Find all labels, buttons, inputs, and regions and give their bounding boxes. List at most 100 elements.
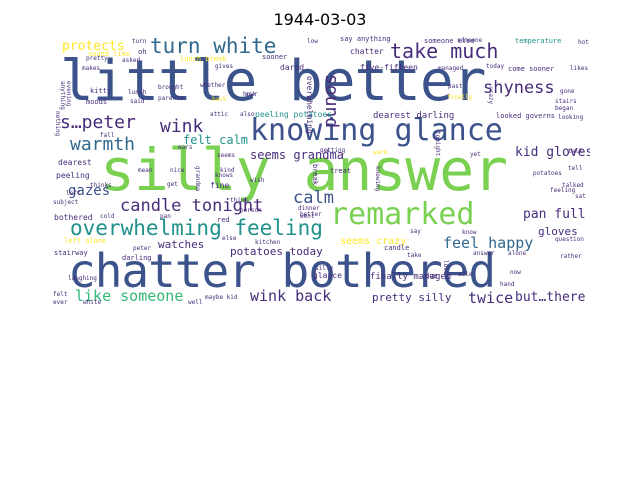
word-cloud-word: know [462, 229, 477, 236]
word-cloud-word: silly answer [100, 136, 508, 204]
word-cloud-word: sooner [262, 53, 288, 61]
word-cloud-word: sound like [88, 50, 131, 58]
word-cloud-word: felt calm [183, 133, 249, 147]
word-cloud-word: gives [215, 63, 234, 70]
word-cloud-word: lunch [128, 89, 147, 96]
word-cloud-word: warm [373, 149, 388, 156]
word-cloud-word: lunch break [180, 55, 227, 63]
word-cloud-word: potatoes [533, 170, 562, 177]
word-cloud-word: peeling potatoes [255, 110, 333, 119]
word-cloud-word: but…there [515, 290, 586, 305]
word-cloud-word: wink [160, 116, 204, 137]
word-cloud-word: tell [568, 165, 583, 172]
word-cloud-word: ears [178, 144, 193, 151]
word-cloud-word: talked [562, 182, 584, 189]
word-cloud-word: attic [210, 111, 229, 118]
word-cloud-word: knowing glance [250, 113, 503, 148]
word-cloud-word: moods [86, 98, 108, 106]
word-cloud-word: talk [568, 148, 583, 155]
word-cloud-word: silly [315, 265, 334, 272]
word-cloud-word: past [448, 83, 463, 90]
word-cloud-word: grandma [194, 166, 201, 192]
word-cloud-word: getting [320, 147, 346, 154]
word-cloud-word: stairway [54, 249, 88, 257]
word-cloud-word: remarked [330, 197, 475, 232]
word-cloud-word: come sooner [508, 65, 555, 73]
word-cloud-word: fine [210, 181, 230, 190]
word-cloud-word: said [130, 98, 145, 105]
word-cloud-word: able [458, 271, 473, 278]
word-cloud-word: alone [508, 250, 527, 257]
word-cloud-word: wish [250, 177, 265, 184]
word-cloud-word: makes [82, 65, 101, 72]
word-cloud-word: subject [53, 199, 79, 206]
word-cloud-word: hot [578, 39, 589, 46]
word-cloud-word: feel happy [443, 234, 534, 252]
word-cloud-word: today [486, 63, 505, 70]
word-cloud-word: glance [313, 271, 342, 280]
word-cloud-word: nice [170, 167, 185, 174]
word-cloud-word: break [311, 164, 319, 186]
word-cloud-word: treat [330, 167, 352, 175]
word-cloud-word: red [217, 216, 230, 224]
word-cloud-word: brought [158, 84, 184, 91]
word-cloud-word: warmth [70, 134, 136, 155]
word-cloud-word: managed [438, 65, 464, 72]
word-cloud-word: parents [158, 95, 184, 102]
word-cloud-word: crazy [487, 86, 494, 105]
word-cloud-word: peter [133, 245, 152, 252]
word-cloud-word: seems grandma [250, 148, 344, 162]
word-cloud-word: pan [160, 213, 171, 220]
word-cloud-word: chatter [350, 47, 384, 56]
word-cloud-word: person [240, 207, 262, 214]
word-cloud-word: little better [60, 49, 486, 114]
word-cloud-word: protects [62, 39, 125, 54]
word-cloud-word: dearest [58, 158, 92, 167]
word-cloud-word: s…peter [60, 112, 136, 133]
word-cloud-word: knowing [374, 166, 381, 192]
word-cloud-word: gone [560, 88, 575, 95]
word-cloud-word: left [66, 190, 81, 197]
word-cloud-word: nothing [54, 111, 61, 137]
word-cloud-word: overwhelming [305, 76, 314, 134]
word-cloud-word: fall [100, 132, 115, 139]
word-cloud-word: kind [220, 167, 235, 174]
word-cloud-word: five-fifteen [360, 63, 418, 72]
word-cloud-word: candle [384, 244, 410, 252]
word-cloud-word: say [410, 228, 421, 235]
word-cloud-word: looked governs [496, 112, 556, 120]
word-cloud-word: back [212, 96, 227, 103]
word-cloud-word: went [300, 213, 315, 220]
word-cloud-word: potatoes today [230, 245, 323, 258]
word-cloud-word: kid gloves [515, 145, 590, 160]
word-cloud-word: finally [447, 94, 473, 101]
word-cloud-word: knows [215, 172, 234, 179]
word-cloud-word: get [167, 181, 178, 188]
word-cloud-word: answer [473, 250, 495, 257]
word-cloud-word: watches [158, 238, 205, 251]
word-cloud-word: question [555, 236, 584, 243]
word-cloud-word: chatter bothered [68, 244, 496, 298]
word-cloud-word: overwhelming feeling [70, 216, 323, 240]
word-cloud-word: tonight [434, 131, 441, 157]
word-cloud-word: twice [468, 289, 514, 306]
word-cloud-word: darling [122, 254, 152, 262]
word-cloud-word: sat [575, 193, 586, 200]
word-cloud-word: bothered [54, 213, 93, 222]
word-cloud-word: take much [390, 39, 499, 63]
word-cloud-word: kitty [90, 87, 112, 95]
word-cloud-word: seems crazy [340, 236, 407, 247]
word-cloud-word: sound [321, 74, 342, 129]
word-cloud-word: feeling [550, 187, 576, 194]
word-cloud-word: calm [293, 188, 334, 208]
word-cloud-word: also [240, 111, 255, 118]
word-cloud-word: due [425, 272, 438, 280]
word-cloud-word: peeling [56, 171, 90, 180]
word-cloud-word: pan full [523, 207, 586, 222]
word-cloud-word: rather [560, 253, 582, 260]
word-cloud-word: think [230, 197, 249, 204]
word-cloud-word: yet [470, 151, 481, 158]
chart-title: 1944-03-03 [273, 10, 367, 29]
word-cloud-word: like someone [75, 287, 184, 305]
word-cloud-word: shyness [483, 78, 555, 98]
